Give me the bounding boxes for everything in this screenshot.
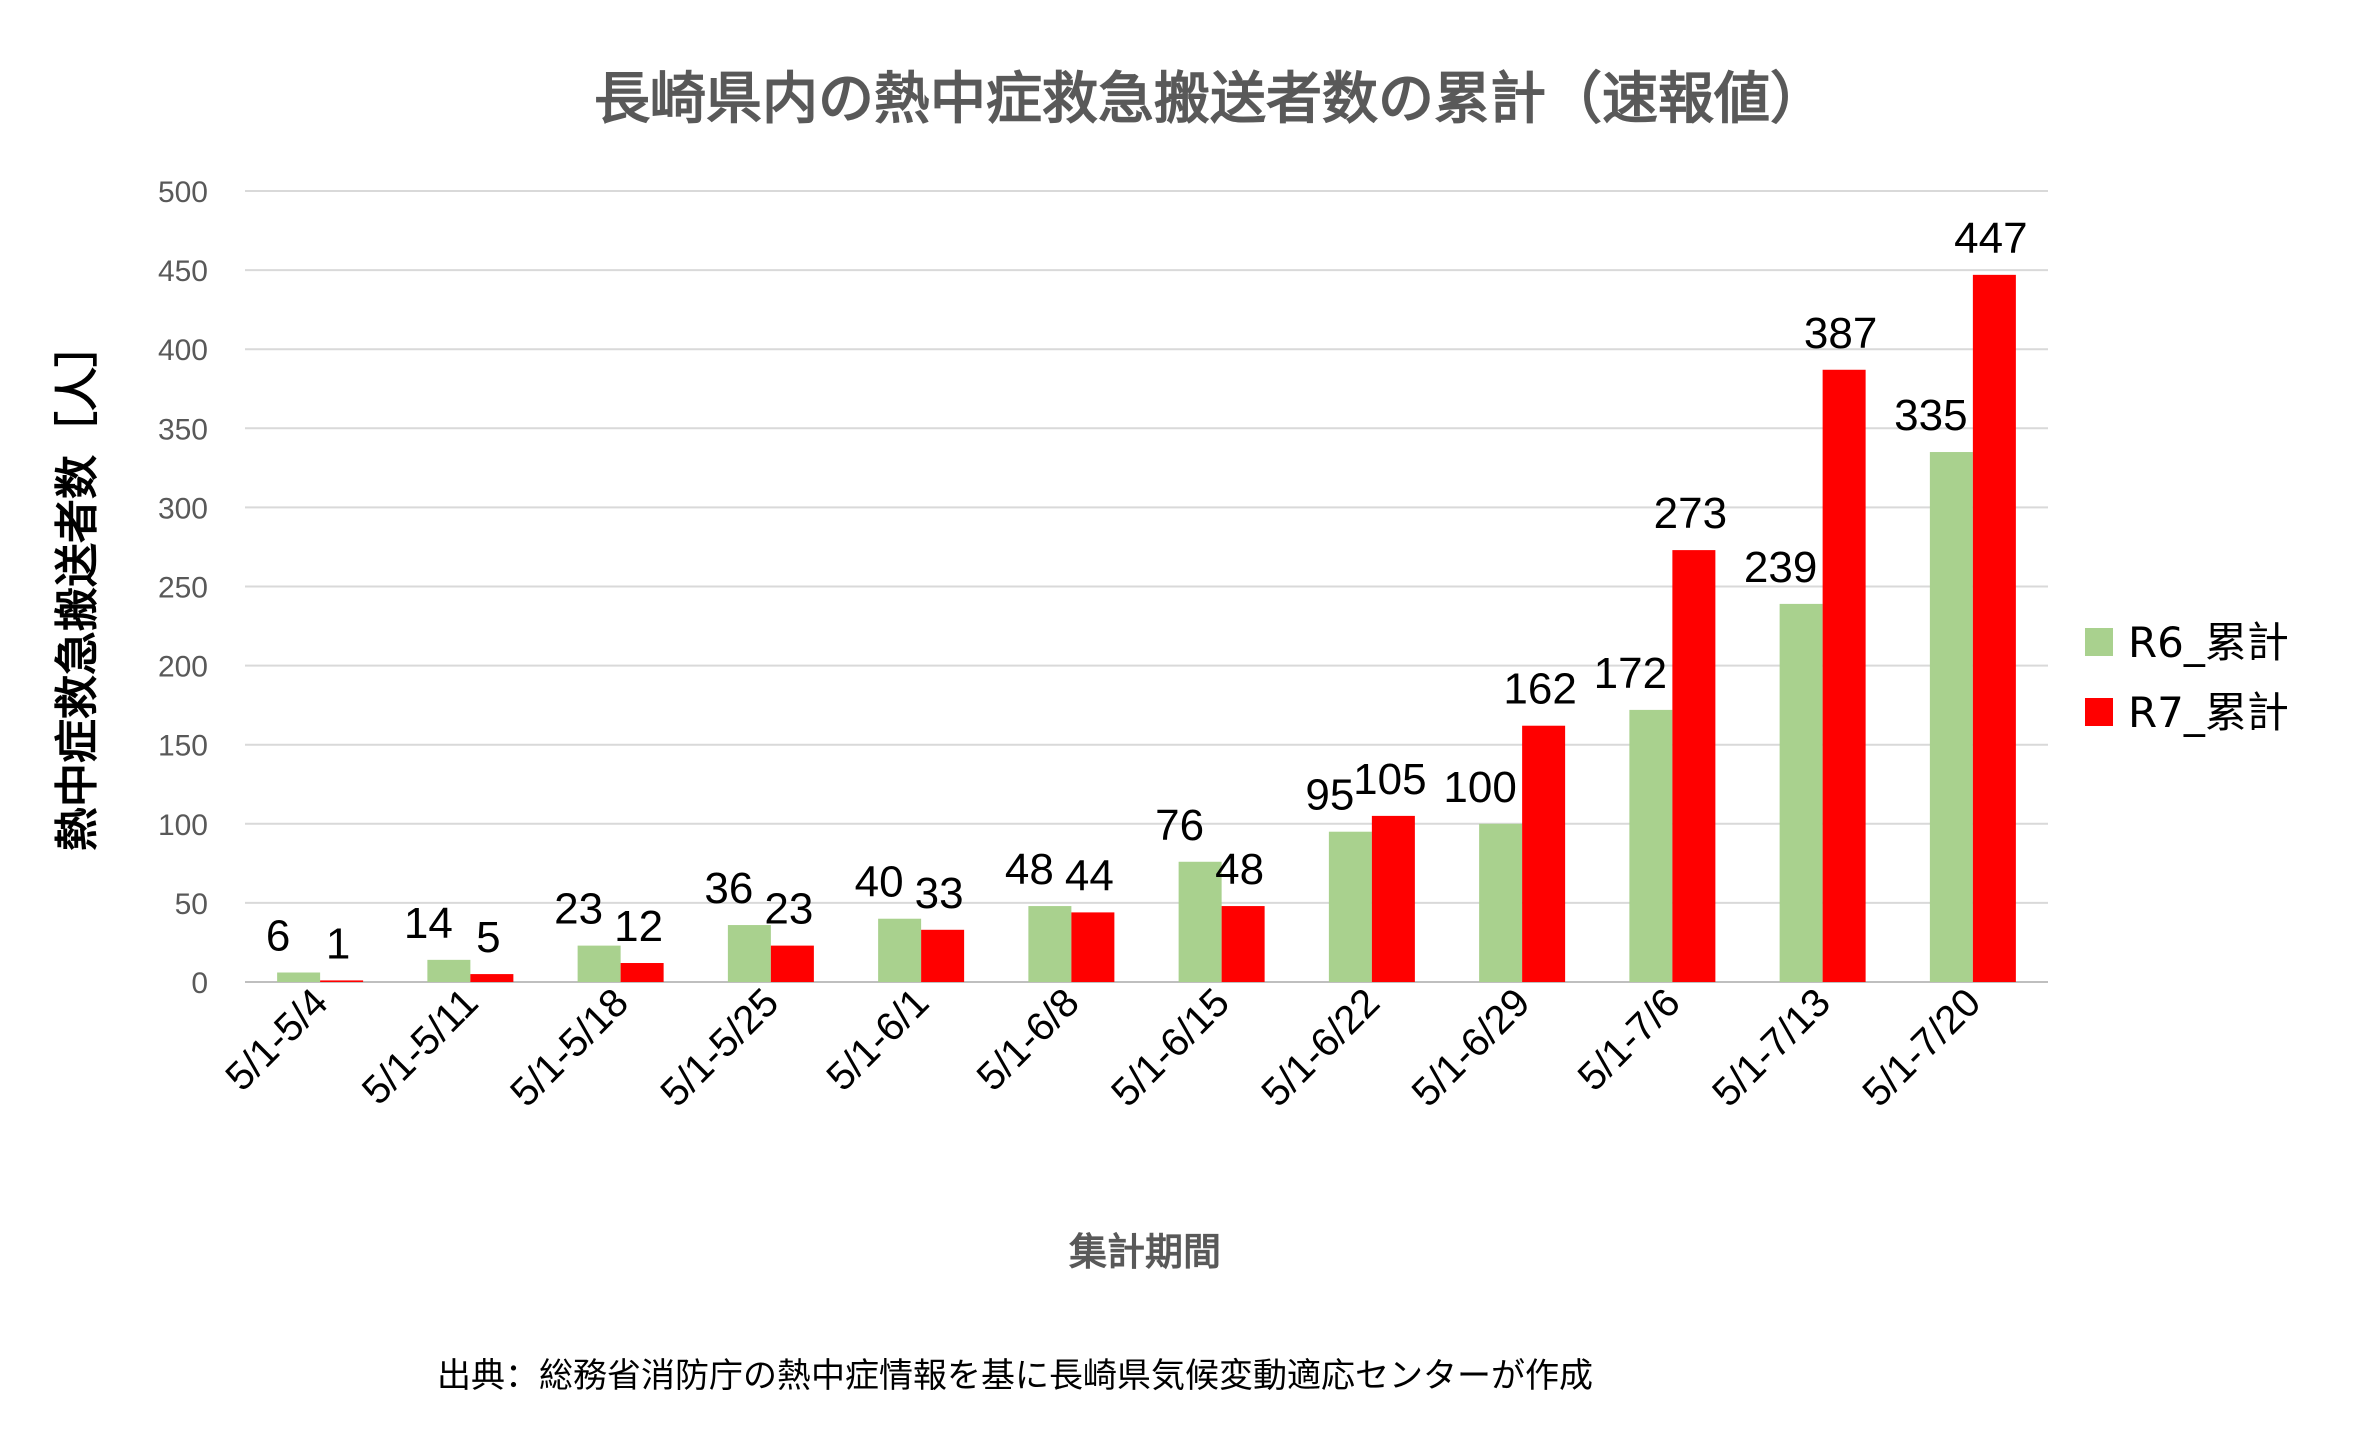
bar-r6	[1028, 906, 1072, 982]
bar-r6	[427, 959, 471, 982]
legend-label-r6: R6_累計	[2128, 618, 2289, 667]
x-tick-label: 5/1-5/18	[502, 980, 637, 1115]
data-label-r7: 162	[1503, 665, 1576, 714]
data-label-r7: 1	[326, 919, 350, 968]
data-label-r7: 105	[1353, 755, 1426, 804]
bar-r7	[320, 980, 364, 982]
gridlines	[245, 190, 2048, 983]
data-label-r6: 36	[704, 864, 753, 913]
data-label-r6: 335	[1894, 391, 1967, 440]
y-tick-label: 450	[158, 255, 208, 288]
data-label-r6: 48	[1005, 845, 1054, 894]
data-label-r7: 12	[614, 902, 663, 951]
bar-r6	[727, 925, 771, 982]
data-label-r6: 172	[1594, 649, 1667, 698]
y-tick-label: 150	[158, 730, 208, 763]
legend-label-r7: R7_累計	[2128, 688, 2289, 737]
y-tick-label: 300	[158, 492, 208, 525]
data-label-r7: 273	[1654, 489, 1727, 538]
x-tick-label: 5/1-7/20	[1854, 980, 1989, 1115]
y-axis-ticks: 0 50 100 150 200 250 300 350 400 450 500	[158, 176, 208, 1000]
bar-r6	[1929, 452, 1973, 982]
bar-r7	[1522, 725, 1566, 982]
y-tick-label: 0	[191, 967, 208, 1000]
y-axis-title: 熱中症救急搬送者数［人］	[52, 323, 103, 851]
y-tick-label: 100	[158, 809, 208, 842]
bar-r7	[470, 974, 514, 982]
data-label-r6: 14	[404, 899, 453, 948]
x-tick-label: 5/1-7/6	[1570, 980, 1689, 1099]
x-tick-label: 5/1-6/1	[818, 980, 937, 1099]
bar-r6	[1479, 823, 1523, 982]
bar-r6	[277, 972, 321, 982]
bars	[277, 274, 2016, 982]
bar-r6	[878, 918, 922, 982]
data-label-r6: 76	[1155, 801, 1204, 850]
x-tick-label: 5/1-6/15	[1103, 980, 1238, 1115]
bar-r7	[770, 945, 814, 982]
data-label-r6: 23	[554, 885, 603, 934]
data-label-r7: 44	[1065, 851, 1114, 900]
x-axis-title: 集計期間	[1068, 1230, 1221, 1274]
data-label-r6: 95	[1305, 771, 1354, 820]
chart-title: 長崎県内の熱中症救急搬送者数の累計（速報値）	[594, 67, 1826, 132]
data-label-r7: 23	[764, 885, 813, 934]
bar-r6	[1328, 831, 1372, 982]
data-label-r6: 6	[266, 912, 290, 961]
legend-swatch-r6	[2085, 628, 2113, 656]
x-axis-ticks: 5/1-5/4 5/1-5/11 5/1-5/18 5/1-5/25 5/1-6/1 5/…	[217, 980, 1989, 1115]
y-tick-label: 250	[158, 572, 208, 605]
data-label-r7: 387	[1804, 309, 1877, 358]
bar-r6	[1629, 709, 1673, 982]
bar-r7	[620, 963, 664, 982]
x-tick-label: 5/1-6/29	[1404, 980, 1539, 1115]
x-tick-label: 5/1-5/25	[652, 980, 787, 1115]
bar-r7	[1972, 274, 2016, 982]
data-label-r6: 100	[1443, 763, 1516, 812]
data-label-r6: 40	[855, 858, 904, 907]
bar-r7	[921, 929, 965, 982]
bar-r6	[1178, 861, 1222, 982]
y-tick-label: 50	[175, 888, 208, 921]
bar-r6	[1779, 603, 1823, 982]
source-note: 出典：総務省消防庁の熱中症情報を基に長崎県気候変動適応センターが作成	[437, 1356, 1593, 1396]
x-tick-label: 5/1-6/8	[969, 980, 1088, 1099]
y-tick-label: 350	[158, 413, 208, 446]
bar-r7	[1071, 912, 1115, 982]
bar-r6	[577, 945, 621, 982]
bar-r7	[1371, 815, 1415, 982]
legend-swatch-r7	[2085, 698, 2113, 726]
data-label-r7: 33	[915, 869, 964, 918]
bar-r7	[1672, 550, 1716, 982]
legend: R6_累計 R7_累計	[2085, 618, 2289, 737]
bar-r7	[1822, 369, 1866, 982]
data-label-r7: 5	[476, 913, 500, 962]
x-tick-label: 5/1-6/22	[1253, 980, 1388, 1115]
data-label-r6: 239	[1744, 543, 1817, 592]
y-tick-label: 200	[158, 651, 208, 684]
x-tick-label: 5/1-7/13	[1704, 980, 1839, 1115]
data-label-r7: 447	[1954, 214, 2027, 263]
y-tick-label: 400	[158, 334, 208, 367]
x-tick-label: 5/1-5/4	[217, 980, 336, 1099]
data-label-r7: 48	[1215, 845, 1264, 894]
bar-r7	[1221, 906, 1265, 982]
x-tick-label: 5/1-5/11	[354, 980, 487, 1113]
y-tick-label: 500	[158, 176, 208, 209]
